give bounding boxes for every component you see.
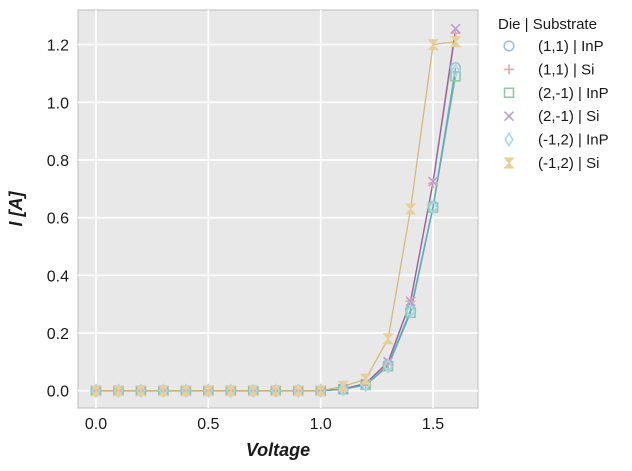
legend-marker (503, 157, 515, 169)
data-point (405, 303, 416, 319)
legend-label: (1,1) | InP (538, 38, 604, 55)
y-tick-label: 0.2 (47, 326, 69, 343)
data-point (404, 203, 417, 215)
data-point (292, 385, 304, 397)
data-point (270, 385, 282, 397)
data-point (428, 178, 439, 189)
data-point (382, 333, 394, 345)
y-tick-label: 1.2 (47, 38, 69, 55)
x-tick-label: 0.5 (197, 416, 219, 433)
legend-marker (503, 111, 515, 122)
x-axis-ticks: 0.0 0.5 1.0 1.5 (85, 416, 444, 433)
legend-label: (2,-1) | Si (538, 108, 599, 125)
data-point (315, 385, 327, 397)
data-point (226, 383, 236, 399)
data-point (293, 383, 303, 399)
data-point (428, 200, 438, 216)
y-axis-title: I [A] (6, 191, 26, 227)
data-point (181, 383, 191, 399)
legend-marker (503, 87, 515, 99)
y-tick-label: 1.0 (47, 95, 69, 112)
y-tick-label: 0.0 (47, 384, 69, 401)
data-point (405, 296, 416, 307)
data-point (91, 383, 101, 399)
data-point (338, 381, 348, 397)
legend-label: (1,1) | Si (538, 61, 594, 78)
data-point (113, 383, 124, 399)
data-point (315, 383, 326, 399)
data-point (180, 385, 192, 397)
data-point (90, 385, 102, 397)
y-tick-label: 0.4 (47, 268, 69, 285)
data-point (247, 385, 259, 397)
data-point (203, 383, 214, 399)
x-tick-label: 0.0 (85, 416, 107, 433)
data-point (136, 383, 146, 399)
y-tick-label: 0.6 (47, 211, 69, 228)
legend-label: (-1,2) | InP (538, 132, 609, 149)
legend-marker (504, 132, 514, 148)
legend-marker (503, 40, 515, 52)
series-markers (90, 23, 462, 399)
data-point (157, 385, 170, 397)
legend-label: (2,-1) | InP (538, 85, 609, 102)
legend-title: Die | Substrate (498, 16, 597, 33)
data-point (135, 385, 147, 397)
data-point (450, 71, 461, 82)
data-point (337, 380, 349, 392)
data-point (383, 358, 393, 374)
data-point (427, 39, 439, 51)
data-point (158, 383, 169, 399)
legend-marker (504, 64, 514, 75)
data-point (427, 176, 439, 187)
x-axis-title: Voltage (246, 440, 310, 460)
data-point (450, 23, 461, 34)
y-axis-ticks: 0.0 0.2 0.4 0.6 0.8 1.0 1.2 (47, 38, 69, 401)
data-point (449, 36, 462, 48)
data-point (225, 385, 237, 397)
legend-label: (-1,2) | Si (538, 155, 599, 172)
data-point (271, 383, 281, 399)
data-point (360, 373, 372, 385)
legend: Die | Substrate (1,1) | InP (1,1) | Si (2,… (498, 16, 609, 172)
data-point (450, 63, 461, 79)
x-tick-label: 1.5 (422, 416, 444, 433)
x-tick-label: 1.0 (310, 416, 332, 433)
y-tick-label: 0.8 (47, 153, 69, 170)
data-point (248, 383, 259, 399)
data-point (112, 385, 125, 397)
plot-area (77, 9, 479, 409)
data-point (202, 385, 214, 397)
